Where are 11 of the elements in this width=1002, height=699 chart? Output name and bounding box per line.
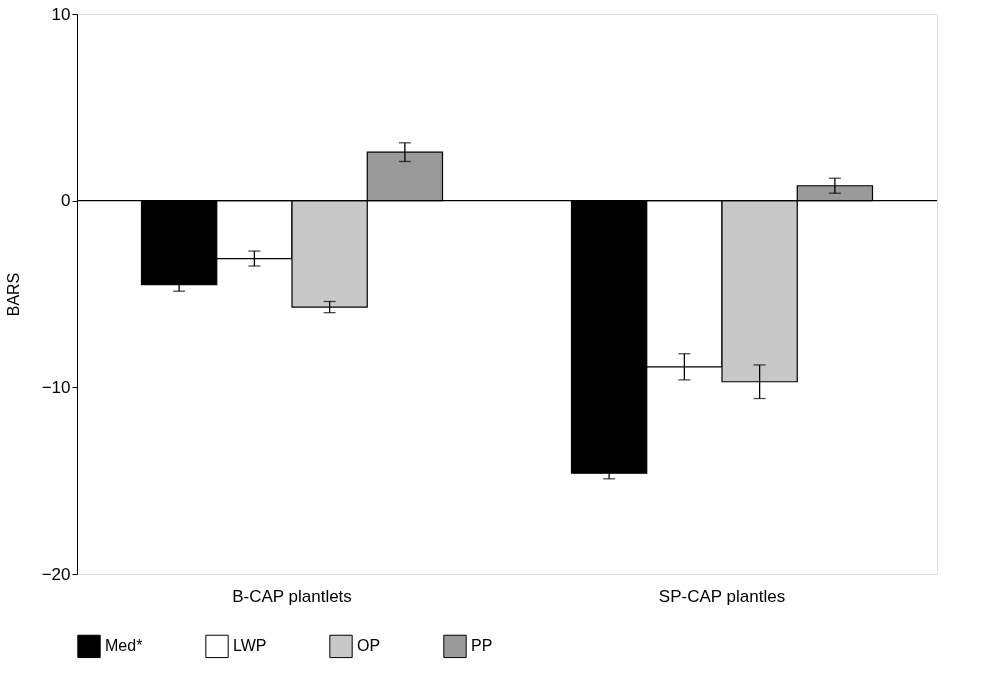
y-tick-label: 0 (61, 191, 71, 211)
legend-label: OP (357, 637, 381, 655)
legend-label: LWP (233, 637, 267, 655)
y-tick-label: 10 (51, 4, 71, 24)
legend-label: PP (471, 637, 493, 655)
x-tick-label: SP-CAP plantles (658, 586, 786, 606)
y-tick-label: −20 (41, 564, 71, 584)
legend-label: Med* (105, 637, 143, 655)
y-tick-label: −10 (41, 377, 71, 397)
y-axis-title: BARS (4, 272, 22, 317)
x-tick-label: B-CAP plantlets (232, 586, 352, 606)
